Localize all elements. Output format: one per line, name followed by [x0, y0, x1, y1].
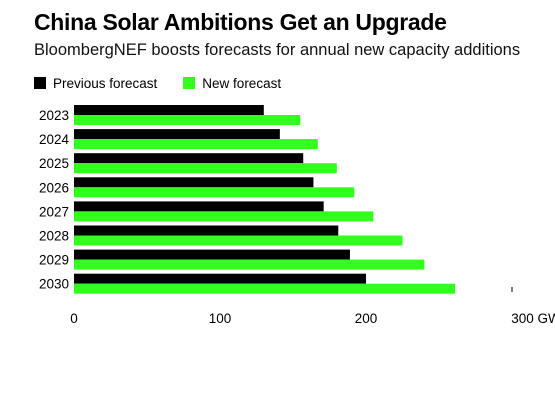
bar-previous-2023: [74, 105, 264, 115]
bar-new-2025: [74, 163, 337, 174]
legend-item-new: New forecast: [183, 76, 281, 91]
bar-new-2028: [74, 235, 403, 246]
bar-previous-2025: [74, 153, 304, 164]
category-label-2029: 2029: [39, 253, 69, 268]
legend-item-previous: Previous forecast: [34, 76, 157, 91]
chart-subtitle: BloombergNEF boosts forecasts for annual…: [34, 41, 521, 59]
x-tick-label-0: 0: [70, 311, 78, 326]
legend-swatch-new: [183, 77, 196, 89]
bar-new-2024: [74, 139, 318, 150]
bar-new-2029: [74, 259, 425, 270]
category-label-2024: 2024: [39, 132, 70, 147]
category-label-2025: 2025: [39, 156, 69, 171]
category-label-2030: 2030: [39, 277, 69, 292]
bar-previous-2024: [74, 129, 280, 140]
x-tick-label-100: 100: [209, 311, 232, 326]
x-tick-label-300: 300 GW: [511, 311, 555, 326]
legend-label-new: New forecast: [202, 75, 282, 91]
bar-previous-2028: [74, 225, 339, 236]
bar-new-2026: [74, 187, 355, 198]
bar-previous-2026: [74, 177, 314, 188]
legend-swatch-previous: [34, 77, 46, 89]
chart-title: China Solar Ambitions Get an Upgrade: [34, 9, 447, 35]
bar-new-2030: [74, 283, 456, 294]
legend-label-previous: Previous forecast: [53, 75, 158, 91]
bar-previous-2029: [74, 249, 350, 260]
legend: Previous forecast New forecast: [34, 75, 281, 91]
bar-new-2027: [74, 211, 374, 222]
bar-previous-2027: [74, 201, 324, 212]
bar-new-2023: [74, 115, 301, 125]
category-label-2028: 2028: [39, 229, 69, 244]
x-tick-label-200: 200: [355, 311, 378, 326]
category-label-2027: 2027: [39, 204, 69, 219]
bar-previous-2030: [74, 273, 366, 284]
category-label-2023: 2023: [39, 108, 69, 123]
category-label-2026: 2026: [39, 180, 69, 195]
